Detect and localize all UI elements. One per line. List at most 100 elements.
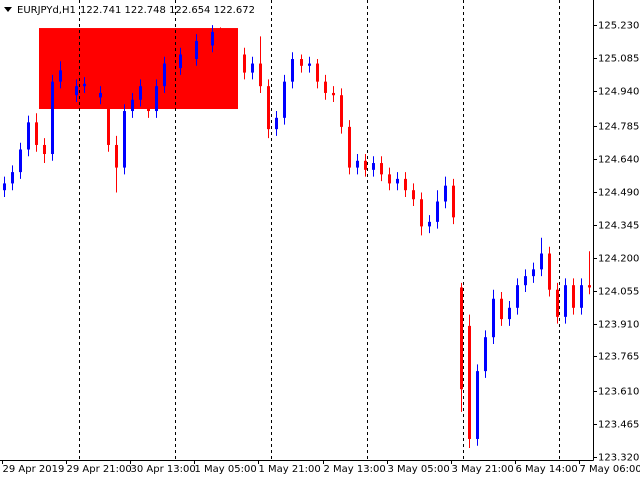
x-tick-label: 1 May 21:00 [259,464,321,475]
candle-body [404,178,407,191]
candle-body [3,183,6,191]
candle-body [251,63,254,73]
day-separators [79,0,560,460]
candle-body [516,285,519,308]
y-tick-label: 125.085 [598,54,639,65]
candle-body [259,63,262,87]
candle-body [227,40,230,50]
front-layer: 125.230 125.085 124.940 124.785 124.640 124.4… [2,21,640,475]
candle-body [187,54,190,60]
candle-body [332,92,335,96]
candle-body [115,144,118,168]
candle-body [291,59,294,82]
y-tick-label: 124.345 [598,221,639,232]
candle-body [452,185,455,218]
candle-body [412,190,415,200]
candle-body [364,160,367,170]
y-tick-label: 124.200 [598,254,639,265]
candle-body [468,325,471,439]
candle-body [300,59,303,66]
candle-body [163,63,166,87]
y-tick-label: 125.230 [598,21,639,32]
candle-body [155,86,158,112]
candle-body [275,117,278,130]
x-tick-label: 3 May 21:00 [452,464,514,475]
candle-body [556,289,559,317]
candle-body [131,99,134,112]
candle-body [99,92,102,98]
candle-body [51,81,54,155]
y-tick-label: 124.490 [598,188,639,199]
candle-body [139,86,142,100]
x-tick-label: 2 May 13:00 [324,464,386,475]
candle-body [396,178,399,184]
candle-body [219,31,222,41]
y-tick-label: 124.055 [598,287,639,298]
candle-body [67,70,70,96]
candle-body [179,54,182,69]
candle-body [524,276,527,286]
candle-body [388,174,391,184]
candle-body [348,126,351,168]
x-tick-label: 7 May 06:00 [580,464,640,475]
x-tick-label: 29 Apr 2019 [3,464,65,475]
candle-body [43,144,46,155]
candle-body [35,122,38,145]
candle-body [243,54,246,73]
candle-body [564,285,567,317]
candle-body [59,70,62,82]
y-tick-label: 123.765 [598,352,639,363]
ohlc-text: 122.741 122.748 122.654 122.672 [80,5,255,16]
y-tick-label: 124.940 [598,87,639,98]
candle-body [283,81,286,118]
candle-body [588,285,591,288]
candle-body [580,285,583,308]
x-tick-label: 29 Apr 21:00 [67,464,132,475]
candle-body [380,163,383,175]
candle-body [27,122,30,150]
candle-body [492,298,495,338]
dropdown-arrow[interactable] [4,7,12,12]
candle-body [107,92,110,145]
candle-body [500,298,503,320]
candle-body [75,86,78,96]
y-tick-label: 123.320 [598,453,639,464]
y-tick-label: 124.640 [598,155,639,166]
candle-body [428,221,431,227]
candle-body [267,86,270,130]
y-tick-label: 124.785 [598,122,639,133]
candle-body [340,95,343,127]
candle-body [508,307,511,320]
candle-body [203,40,206,46]
candle-body [476,371,479,439]
y-tick-label: 123.910 [598,320,639,331]
candle-body [123,111,126,168]
candle-body [211,31,214,46]
candle-body [171,63,174,69]
candle-body [372,163,375,170]
x-tick-label: 30 Apr 13:00 [131,464,196,475]
y-tick-label: 123.465 [598,420,639,431]
candle-body [548,253,551,290]
candle-body [235,49,238,55]
candle-body [420,199,423,227]
x-tick-label: 1 May 05:00 [195,464,257,475]
candle-body [91,83,94,98]
candle-body [572,285,575,308]
candle-body [444,185,447,202]
x-tick-label: 3 May 05:00 [388,464,450,475]
candle-body [436,201,439,222]
y-tick-label: 123.610 [598,387,639,398]
candle-body [532,269,535,277]
candle-body [460,287,463,390]
x-tick-label: 6 May 14:00 [516,464,578,475]
candle-body [83,83,86,87]
candle-body [195,40,198,60]
candle-body [316,63,319,82]
candle-body [19,149,22,173]
candle-body [484,337,487,372]
candle-body [324,81,327,93]
symbol: EURJPYd,H1 [17,5,76,16]
candle-body [308,63,311,66]
